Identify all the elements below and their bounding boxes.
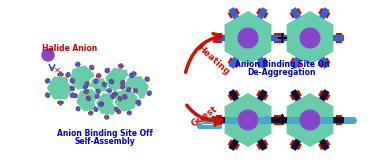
Polygon shape — [95, 92, 121, 116]
Polygon shape — [104, 67, 132, 93]
FancyArrowPatch shape — [186, 34, 222, 72]
Text: Anion Binding Site On: Anion Binding Site On — [235, 59, 329, 69]
Text: +: + — [276, 113, 288, 127]
Circle shape — [263, 117, 270, 123]
Polygon shape — [286, 10, 334, 66]
Circle shape — [300, 28, 320, 48]
FancyArrowPatch shape — [187, 105, 222, 125]
Text: ✕: ✕ — [54, 66, 60, 75]
Polygon shape — [75, 88, 101, 112]
Polygon shape — [86, 77, 114, 103]
Circle shape — [42, 49, 54, 61]
Circle shape — [238, 110, 258, 130]
Polygon shape — [69, 64, 95, 92]
Polygon shape — [224, 92, 272, 148]
Circle shape — [201, 117, 208, 123]
Text: +: + — [276, 31, 288, 45]
Text: De-Aggregation: De-Aggregation — [248, 68, 316, 77]
Text: Self-Assembly: Self-Assembly — [74, 137, 135, 147]
Polygon shape — [224, 10, 272, 66]
Circle shape — [300, 110, 320, 130]
Polygon shape — [122, 75, 150, 101]
Polygon shape — [286, 92, 334, 148]
Text: Heating: Heating — [195, 43, 231, 77]
Polygon shape — [113, 87, 139, 113]
Circle shape — [197, 124, 203, 128]
Text: Guest: Guest — [189, 104, 219, 128]
Text: Anion Binding Site Off: Anion Binding Site Off — [57, 129, 153, 138]
Polygon shape — [46, 76, 74, 100]
Text: Halide Anion: Halide Anion — [42, 43, 98, 52]
Circle shape — [238, 28, 258, 48]
